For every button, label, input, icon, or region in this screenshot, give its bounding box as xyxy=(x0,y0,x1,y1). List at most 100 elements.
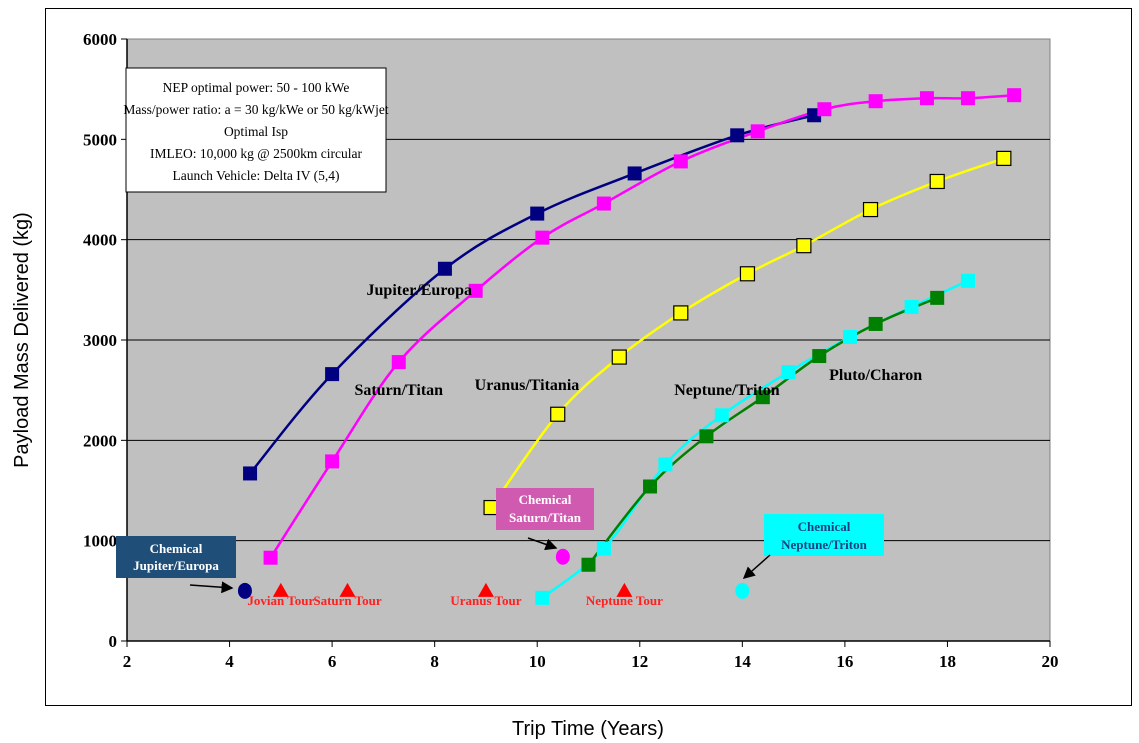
chemical-point-chemical-neptune-triton xyxy=(735,582,750,599)
info-line-2: Mass/power ratio: a = 30 kg/kWe or 50 kg… xyxy=(123,102,388,117)
tour-markers: Jovian Tour Saturn Tour Uranus Tour Neptune… xyxy=(247,582,663,608)
series-label-jupiter-europa: Jupiter/Europa xyxy=(367,282,473,299)
point-jupiter-europa xyxy=(243,466,258,481)
point-uranus-titania xyxy=(739,266,756,282)
tour-triangle xyxy=(272,582,289,597)
point-pluto-charon xyxy=(755,390,770,405)
info-line-3: Optimal Isp xyxy=(224,124,288,139)
point-saturn-titan xyxy=(535,230,550,245)
y-tick-label: 5000 xyxy=(83,130,117,149)
chem-neptune-arrow xyxy=(742,554,771,579)
tour-label: Uranus Tour xyxy=(450,593,521,608)
point-saturn-titan xyxy=(868,94,883,109)
y-tick-label: 2000 xyxy=(83,431,117,450)
tour-triangle xyxy=(616,582,633,597)
x-tick-label: 12 xyxy=(631,652,648,671)
point-saturn-titan xyxy=(1007,88,1022,103)
point-neptune-triton xyxy=(781,365,796,380)
point-pluto-charon xyxy=(699,429,714,444)
tour-triangle xyxy=(339,582,356,597)
point-pluto-charon xyxy=(581,557,596,572)
point-pluto-charon xyxy=(868,316,883,331)
point-jupiter-europa xyxy=(730,128,745,143)
chem-neptune-callout: Chemical Neptune/Triton xyxy=(764,514,884,556)
series-label-neptune-triton: Neptune/Triton xyxy=(674,382,780,399)
y-tick-label: 6000 xyxy=(83,30,117,49)
point-saturn-titan xyxy=(673,154,688,169)
info-line-5: Launch Vehicle: Delta IV (5,4) xyxy=(172,168,339,183)
chem-jupiter-arrow xyxy=(189,581,234,594)
point-neptune-triton xyxy=(596,541,611,556)
x-axis-title: Trip Time (Years) xyxy=(512,718,664,740)
point-jupiter-europa xyxy=(530,206,545,221)
tour-label: Jovian Tour xyxy=(247,593,314,608)
tour-label: Neptune Tour xyxy=(586,593,663,608)
point-neptune-triton xyxy=(843,329,858,344)
chem-saturn-callout: Chemical Saturn/Titan xyxy=(496,488,594,530)
chem-jupiter-line-1: Chemical xyxy=(150,541,203,556)
point-saturn-titan xyxy=(596,196,611,211)
x-tick-label: 8 xyxy=(430,652,439,671)
point-neptune-triton xyxy=(960,273,975,288)
x-tick-label: 18 xyxy=(939,652,956,671)
point-uranus-titania xyxy=(996,150,1012,166)
chem-saturn-line-1: Chemical xyxy=(519,492,572,507)
x-tick-label: 2 xyxy=(123,652,132,671)
point-neptune-triton xyxy=(904,299,919,314)
y-tick-label: 3000 xyxy=(83,331,117,350)
chem-saturn-arrow xyxy=(527,537,558,551)
info-line-4: IMLEO: 10,000 kg @ 2500km circular xyxy=(150,146,362,161)
point-uranus-titania xyxy=(611,349,627,365)
x-tick-label: 6 xyxy=(328,652,337,671)
point-jupiter-europa xyxy=(627,166,642,181)
point-pluto-charon xyxy=(812,349,827,364)
series-label-uranus-titania: Uranus/Titania xyxy=(475,377,580,394)
point-uranus-titania xyxy=(796,238,812,254)
point-neptune-triton xyxy=(535,590,550,605)
y-tick-labels: 0 1000 2000 3000 4000 5000 6000 xyxy=(83,30,117,651)
point-uranus-titania xyxy=(550,406,566,422)
point-pluto-charon xyxy=(643,479,658,494)
point-jupiter-europa xyxy=(437,261,452,276)
point-neptune-triton xyxy=(658,457,673,472)
point-saturn-titan xyxy=(919,91,934,106)
x-tick-labels: 2 4 6 8 10 12 14 16 18 20 xyxy=(123,652,1059,671)
series-labels: Jupiter/Europa Saturn/Titan Uranus/Titania… xyxy=(354,282,922,399)
chem-neptune-line-2: Neptune/Triton xyxy=(781,537,867,552)
series-label-pluto-charon: Pluto/Charon xyxy=(829,367,922,384)
chemical-point-chemical-saturn-titan xyxy=(555,548,570,565)
info-box: NEP optimal power: 50 - 100 kWe Mass/pow… xyxy=(123,67,389,193)
chem-saturn-line-2: Saturn/Titan xyxy=(509,510,582,525)
tour-label: Saturn Tour xyxy=(313,593,382,608)
chem-jupiter-callout: Chemical Jupiter/Europa xyxy=(116,536,236,578)
point-uranus-titania xyxy=(673,305,689,321)
point-neptune-triton xyxy=(714,408,729,423)
x-tick-label: 4 xyxy=(225,652,234,671)
y-tick-label: 1000 xyxy=(83,532,117,551)
info-line-1: NEP optimal power: 50 - 100 kWe xyxy=(163,80,350,95)
point-saturn-titan xyxy=(960,91,975,106)
point-saturn-titan xyxy=(325,454,340,469)
point-uranus-titania xyxy=(862,201,879,218)
y-tick-label: 4000 xyxy=(83,231,117,250)
point-saturn-titan xyxy=(817,102,832,117)
point-saturn-titan xyxy=(263,550,278,565)
x-tick-label: 14 xyxy=(734,652,752,671)
chem-neptune-line-1: Chemical xyxy=(798,519,851,534)
point-jupiter-europa xyxy=(325,367,340,382)
y-axis-title: Payload Mass Delivered (kg) xyxy=(11,212,33,468)
point-pluto-charon xyxy=(930,290,945,305)
series-markers xyxy=(243,88,1022,605)
point-saturn-titan xyxy=(391,355,406,370)
point-uranus-titania xyxy=(929,173,945,190)
chemical-points xyxy=(237,548,750,599)
series-line-saturn-titan xyxy=(269,93,1015,559)
x-tick-label: 10 xyxy=(529,652,546,671)
chem-jupiter-line-2: Jupiter/Europa xyxy=(133,558,219,573)
tour-triangle xyxy=(477,582,494,597)
series-label-saturn-titan: Saturn/Titan xyxy=(354,382,443,399)
point-saturn-titan xyxy=(750,124,765,139)
x-tick-label: 20 xyxy=(1042,652,1059,671)
point-uranus-titania xyxy=(483,499,499,516)
